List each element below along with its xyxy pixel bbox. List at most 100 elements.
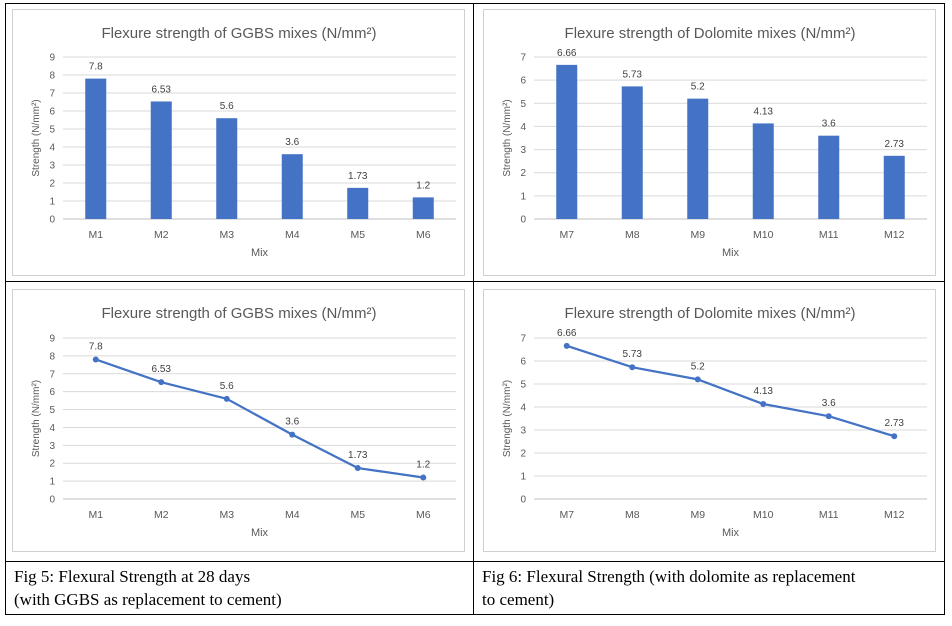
y-tick-label: 1 <box>520 191 526 202</box>
caption-fig6: Fig 6: Flexural Strength (with dolomite … <box>482 565 942 611</box>
data-label: 1.73 <box>348 171 368 182</box>
y-tick-label: 6 <box>520 357 526 368</box>
data-point <box>563 342 570 349</box>
y-tick-label: 7 <box>520 53 526 64</box>
y-tick-label: 1 <box>49 197 55 208</box>
chart-dolomite-line: Flexure strength of Dolomite mixes (N/mm… <box>483 289 936 552</box>
bar <box>347 187 369 219</box>
y-axis-title: Strength (N/mm²) <box>502 99 513 176</box>
series-line <box>566 344 895 438</box>
chart-title: Flexure strength of GGBS mixes (N/mm²) <box>101 25 376 42</box>
caption-fig5-line2: (with GGBS as replacement to cement) <box>14 590 282 609</box>
bar <box>412 197 434 219</box>
data-point <box>92 356 99 363</box>
y-tick-label: 2 <box>520 449 526 460</box>
data-label: 2.73 <box>885 418 905 429</box>
y-tick-label: 0 <box>520 215 526 226</box>
y-tick-label: 5 <box>520 99 526 110</box>
y-tick-label: 2 <box>520 168 526 179</box>
chart-title: Flexure strength of GGBS mixes (N/mm²) <box>101 305 376 322</box>
y-tick-label: 8 <box>49 351 55 362</box>
x-axis-title: Mix <box>722 247 740 259</box>
y-tick-label: 3 <box>520 426 526 437</box>
bar <box>85 78 107 219</box>
x-tick-label: M1 <box>88 229 103 241</box>
bar <box>687 98 709 219</box>
data-label: 5.6 <box>220 101 234 112</box>
caption-fig5: Fig 5: Flexural Strength at 28 days (wit… <box>14 565 464 611</box>
y-tick-label: 7 <box>49 89 55 100</box>
x-tick-label: M8 <box>625 229 640 241</box>
x-axis-title: Mix <box>251 527 269 539</box>
chart-ggbs-line: Flexure strength of GGBS mixes (N/mm²) 0 1… <box>12 289 465 552</box>
bar <box>281 154 303 219</box>
data-point <box>223 395 230 402</box>
x-tick-label: M12 <box>884 509 905 521</box>
data-label: 5.2 <box>691 82 705 93</box>
data-label: 3.6 <box>822 119 836 130</box>
x-tick-label: M4 <box>285 229 300 241</box>
chart-ggbs-bar-svg: Flexure strength of GGBS mixes (N/mm²) 0 1… <box>31 25 456 259</box>
data-label: 2.73 <box>885 139 905 150</box>
y-tick-label: 6 <box>49 107 55 118</box>
y-tick-label: 5 <box>520 380 526 391</box>
x-tick-label: M3 <box>219 229 234 241</box>
y-tick-label: 4 <box>49 423 55 434</box>
caption-fig5-line1: Fig 5: Flexural Strength at 28 days <box>14 567 251 586</box>
bar <box>818 135 840 219</box>
y-tick-label: 5 <box>49 405 55 416</box>
table-divider-horizontal-1 <box>6 281 944 282</box>
data-label: 7.8 <box>89 62 103 73</box>
data-point <box>891 433 898 440</box>
bar <box>621 86 643 220</box>
x-tick-label: M6 <box>416 229 431 241</box>
y-tick-label: 0 <box>49 495 55 506</box>
data-point <box>694 376 701 383</box>
x-tick-label: M8 <box>625 509 640 521</box>
y-tick-label: 3 <box>49 441 55 452</box>
data-label: 1.73 <box>348 450 368 461</box>
y-tick-label: 0 <box>49 215 55 226</box>
x-tick-label: M11 <box>819 229 839 241</box>
data-label: 6.53 <box>152 84 172 95</box>
data-point <box>420 474 427 481</box>
data-point <box>158 379 165 386</box>
data-point <box>760 401 767 408</box>
y-tick-label: 4 <box>520 122 526 133</box>
y-tick-label: 5 <box>49 125 55 136</box>
chart-title: Flexure strength of Dolomite mixes (N/mm… <box>565 305 856 322</box>
y-tick-label: 8 <box>49 71 55 82</box>
y-tick-label: 7 <box>520 334 526 345</box>
x-tick-label: M12 <box>884 229 905 241</box>
chart-title: Flexure strength of Dolomite mixes (N/mm… <box>565 25 856 42</box>
bar <box>556 64 578 219</box>
y-tick-label: 1 <box>520 472 526 483</box>
x-tick-label: M1 <box>88 509 103 521</box>
x-tick-label: M10 <box>753 509 774 521</box>
y-axis-title: Strength (N/mm²) <box>31 380 42 457</box>
data-point <box>629 364 636 371</box>
x-tick-label: M11 <box>819 509 839 521</box>
y-axis-title: Strength (N/mm²) <box>31 99 42 176</box>
data-label: 1.2 <box>416 460 430 471</box>
data-label: 3.6 <box>822 398 836 409</box>
y-tick-label: 2 <box>49 179 55 190</box>
y-tick-label: 3 <box>520 145 526 156</box>
data-label: 7.8 <box>89 341 103 352</box>
y-axis-title: Strength (N/mm²) <box>502 380 513 457</box>
x-tick-label: M3 <box>219 509 234 521</box>
bar <box>216 118 238 219</box>
x-tick-label: M2 <box>154 509 169 521</box>
bar <box>752 123 774 219</box>
series-line <box>95 358 424 479</box>
data-label: 6.53 <box>152 364 172 375</box>
data-label: 5.6 <box>220 381 234 392</box>
y-tick-label: 1 <box>49 477 55 488</box>
data-label: 6.66 <box>557 328 577 339</box>
chart-dolomite-bar-svg: Flexure strength of Dolomite mixes (N/mm… <box>502 25 927 259</box>
y-tick-label: 9 <box>49 53 55 64</box>
x-tick-label: M7 <box>559 509 574 521</box>
chart-dolomite-bar: Flexure strength of Dolomite mixes (N/mm… <box>483 9 936 276</box>
figure-table <box>5 3 945 615</box>
table-divider-vertical <box>473 4 474 614</box>
